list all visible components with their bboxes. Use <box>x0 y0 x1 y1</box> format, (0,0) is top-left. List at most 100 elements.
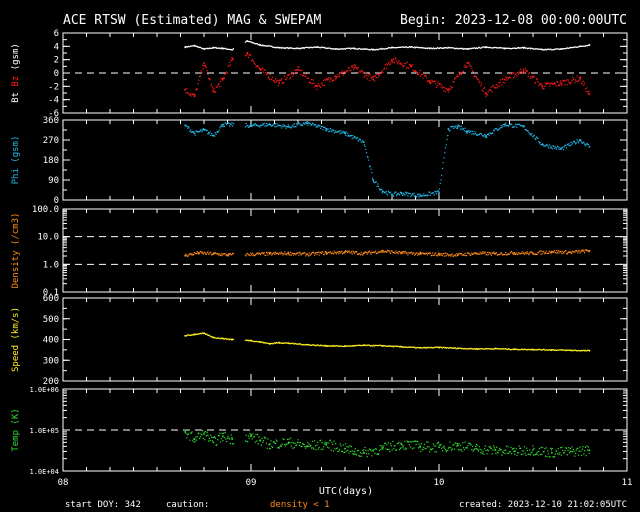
trace-dot-bt <box>459 47 462 50</box>
trace-dot-density <box>198 252 201 254</box>
trace-dot-temp <box>189 439 191 441</box>
trace-dot-density <box>465 254 468 257</box>
trace-dot-bt <box>502 47 504 49</box>
trace-dot-phi <box>478 133 480 136</box>
trace-dot-bz <box>556 80 558 83</box>
trace-dot-bt <box>526 47 528 49</box>
trace-dot-density <box>300 254 302 256</box>
trace-dot-bz <box>396 60 398 62</box>
trace-dot-density <box>311 252 313 254</box>
data-point-bz <box>579 77 581 80</box>
trace-dot-speed <box>496 348 498 350</box>
trace-dot-bz <box>526 70 528 73</box>
trace-dot-phi <box>248 126 250 128</box>
trace-dot-phi <box>184 124 186 126</box>
trace-dot-speed <box>280 342 282 344</box>
trace-dot-temp <box>259 439 262 441</box>
trace-dot-temp <box>313 448 315 450</box>
trace-dot-speed <box>276 342 278 344</box>
trace-dot-temp <box>493 445 495 447</box>
trace-dot-speed <box>420 347 423 349</box>
trace-dot-bt <box>326 47 329 49</box>
trace-dot-phi <box>508 125 510 127</box>
trace-dot-phi <box>564 144 566 146</box>
trace-dot-speed <box>393 346 395 348</box>
trace-dot-bz <box>189 93 192 95</box>
trace-dot-speed <box>338 345 341 347</box>
trace-dot-phi <box>232 125 234 127</box>
trace-dot-density <box>524 252 526 254</box>
trace-dot-speed <box>302 344 304 346</box>
trace-dot-density <box>476 253 478 255</box>
trace-dot-density <box>378 251 380 253</box>
trace-dot-temp <box>471 445 474 448</box>
trace-dot-density <box>344 250 347 252</box>
trace-dot-bz <box>258 67 260 69</box>
trace-dot-bt <box>317 46 319 48</box>
trace-dot-bz <box>405 62 407 65</box>
trace-dot-temp <box>334 448 336 450</box>
trace-dot-bt <box>483 46 485 48</box>
trace-dot-bz <box>285 79 287 81</box>
trace-dot-density <box>310 253 312 256</box>
trace-dot-phi <box>219 127 221 129</box>
trace-dot-temp <box>292 442 295 444</box>
trace-dot-temp <box>245 434 247 436</box>
trace-dot-phi <box>366 156 368 158</box>
trace-dot-temp <box>577 454 580 456</box>
trace-dot-temp <box>424 448 426 450</box>
trace-dot-density <box>503 254 505 256</box>
trace-dot-bt <box>338 48 340 51</box>
trace-dot-density <box>441 253 443 255</box>
trace-dot-bt <box>306 46 308 48</box>
trace-dot-density <box>353 251 355 253</box>
trace-dot-density <box>548 250 550 252</box>
trace-dot-speed <box>356 344 358 347</box>
trace-dot-phi <box>488 134 490 136</box>
trace-dot-bz <box>559 80 562 82</box>
trace-dot-speed <box>514 348 516 350</box>
trace-dot-phi <box>275 126 277 128</box>
trace-dot-phi <box>487 133 489 135</box>
trace-dot-temp <box>322 448 324 450</box>
trace-dot-speed <box>315 344 317 346</box>
trace-dot-density <box>432 254 435 257</box>
trace-dot-phi <box>319 124 321 127</box>
trace-dot-phi <box>562 149 565 151</box>
trace-dot-temp <box>341 450 344 453</box>
trace-dot-temp <box>246 440 248 442</box>
trace-dot-bt <box>378 48 380 50</box>
trace-dot-bz <box>485 95 487 97</box>
trace-dot-bz <box>480 85 482 87</box>
trace-dot-bz <box>324 78 326 80</box>
data-point-density <box>588 249 591 252</box>
trace-dot-bz <box>483 87 485 90</box>
trace-dot-bt <box>416 46 418 48</box>
trace-dot-speed <box>347 345 349 347</box>
trace-dot-bz <box>288 73 290 75</box>
trace-dot-bz <box>503 79 505 81</box>
trace-dot-temp <box>214 436 216 438</box>
trace-dot-density <box>543 251 545 253</box>
trace-dot-bz <box>450 87 453 89</box>
trace-dot-speed <box>535 348 537 351</box>
trace-dot-phi <box>546 143 548 145</box>
trace-dot-speed <box>331 345 333 347</box>
data-point-bz <box>485 92 487 94</box>
data-point-phi <box>485 134 487 137</box>
data-point-phi <box>466 130 468 132</box>
trace-dot-bz <box>286 77 288 79</box>
trace-dot-temp <box>189 432 192 434</box>
trace-dot-speed <box>326 345 328 347</box>
trace-dot-density <box>578 250 580 252</box>
trace-dot-phi <box>389 192 391 194</box>
trace-dot-speed <box>501 348 503 350</box>
trace-dot-bz <box>468 61 470 64</box>
trace-dot-bz <box>433 80 435 82</box>
trace-dot-phi <box>278 124 280 127</box>
trace-dot-temp <box>462 447 465 449</box>
trace-dot-density <box>319 251 321 254</box>
trace-dot-phi <box>542 144 544 146</box>
trace-dot-temp <box>562 449 564 452</box>
trace-dot-speed <box>272 343 274 345</box>
